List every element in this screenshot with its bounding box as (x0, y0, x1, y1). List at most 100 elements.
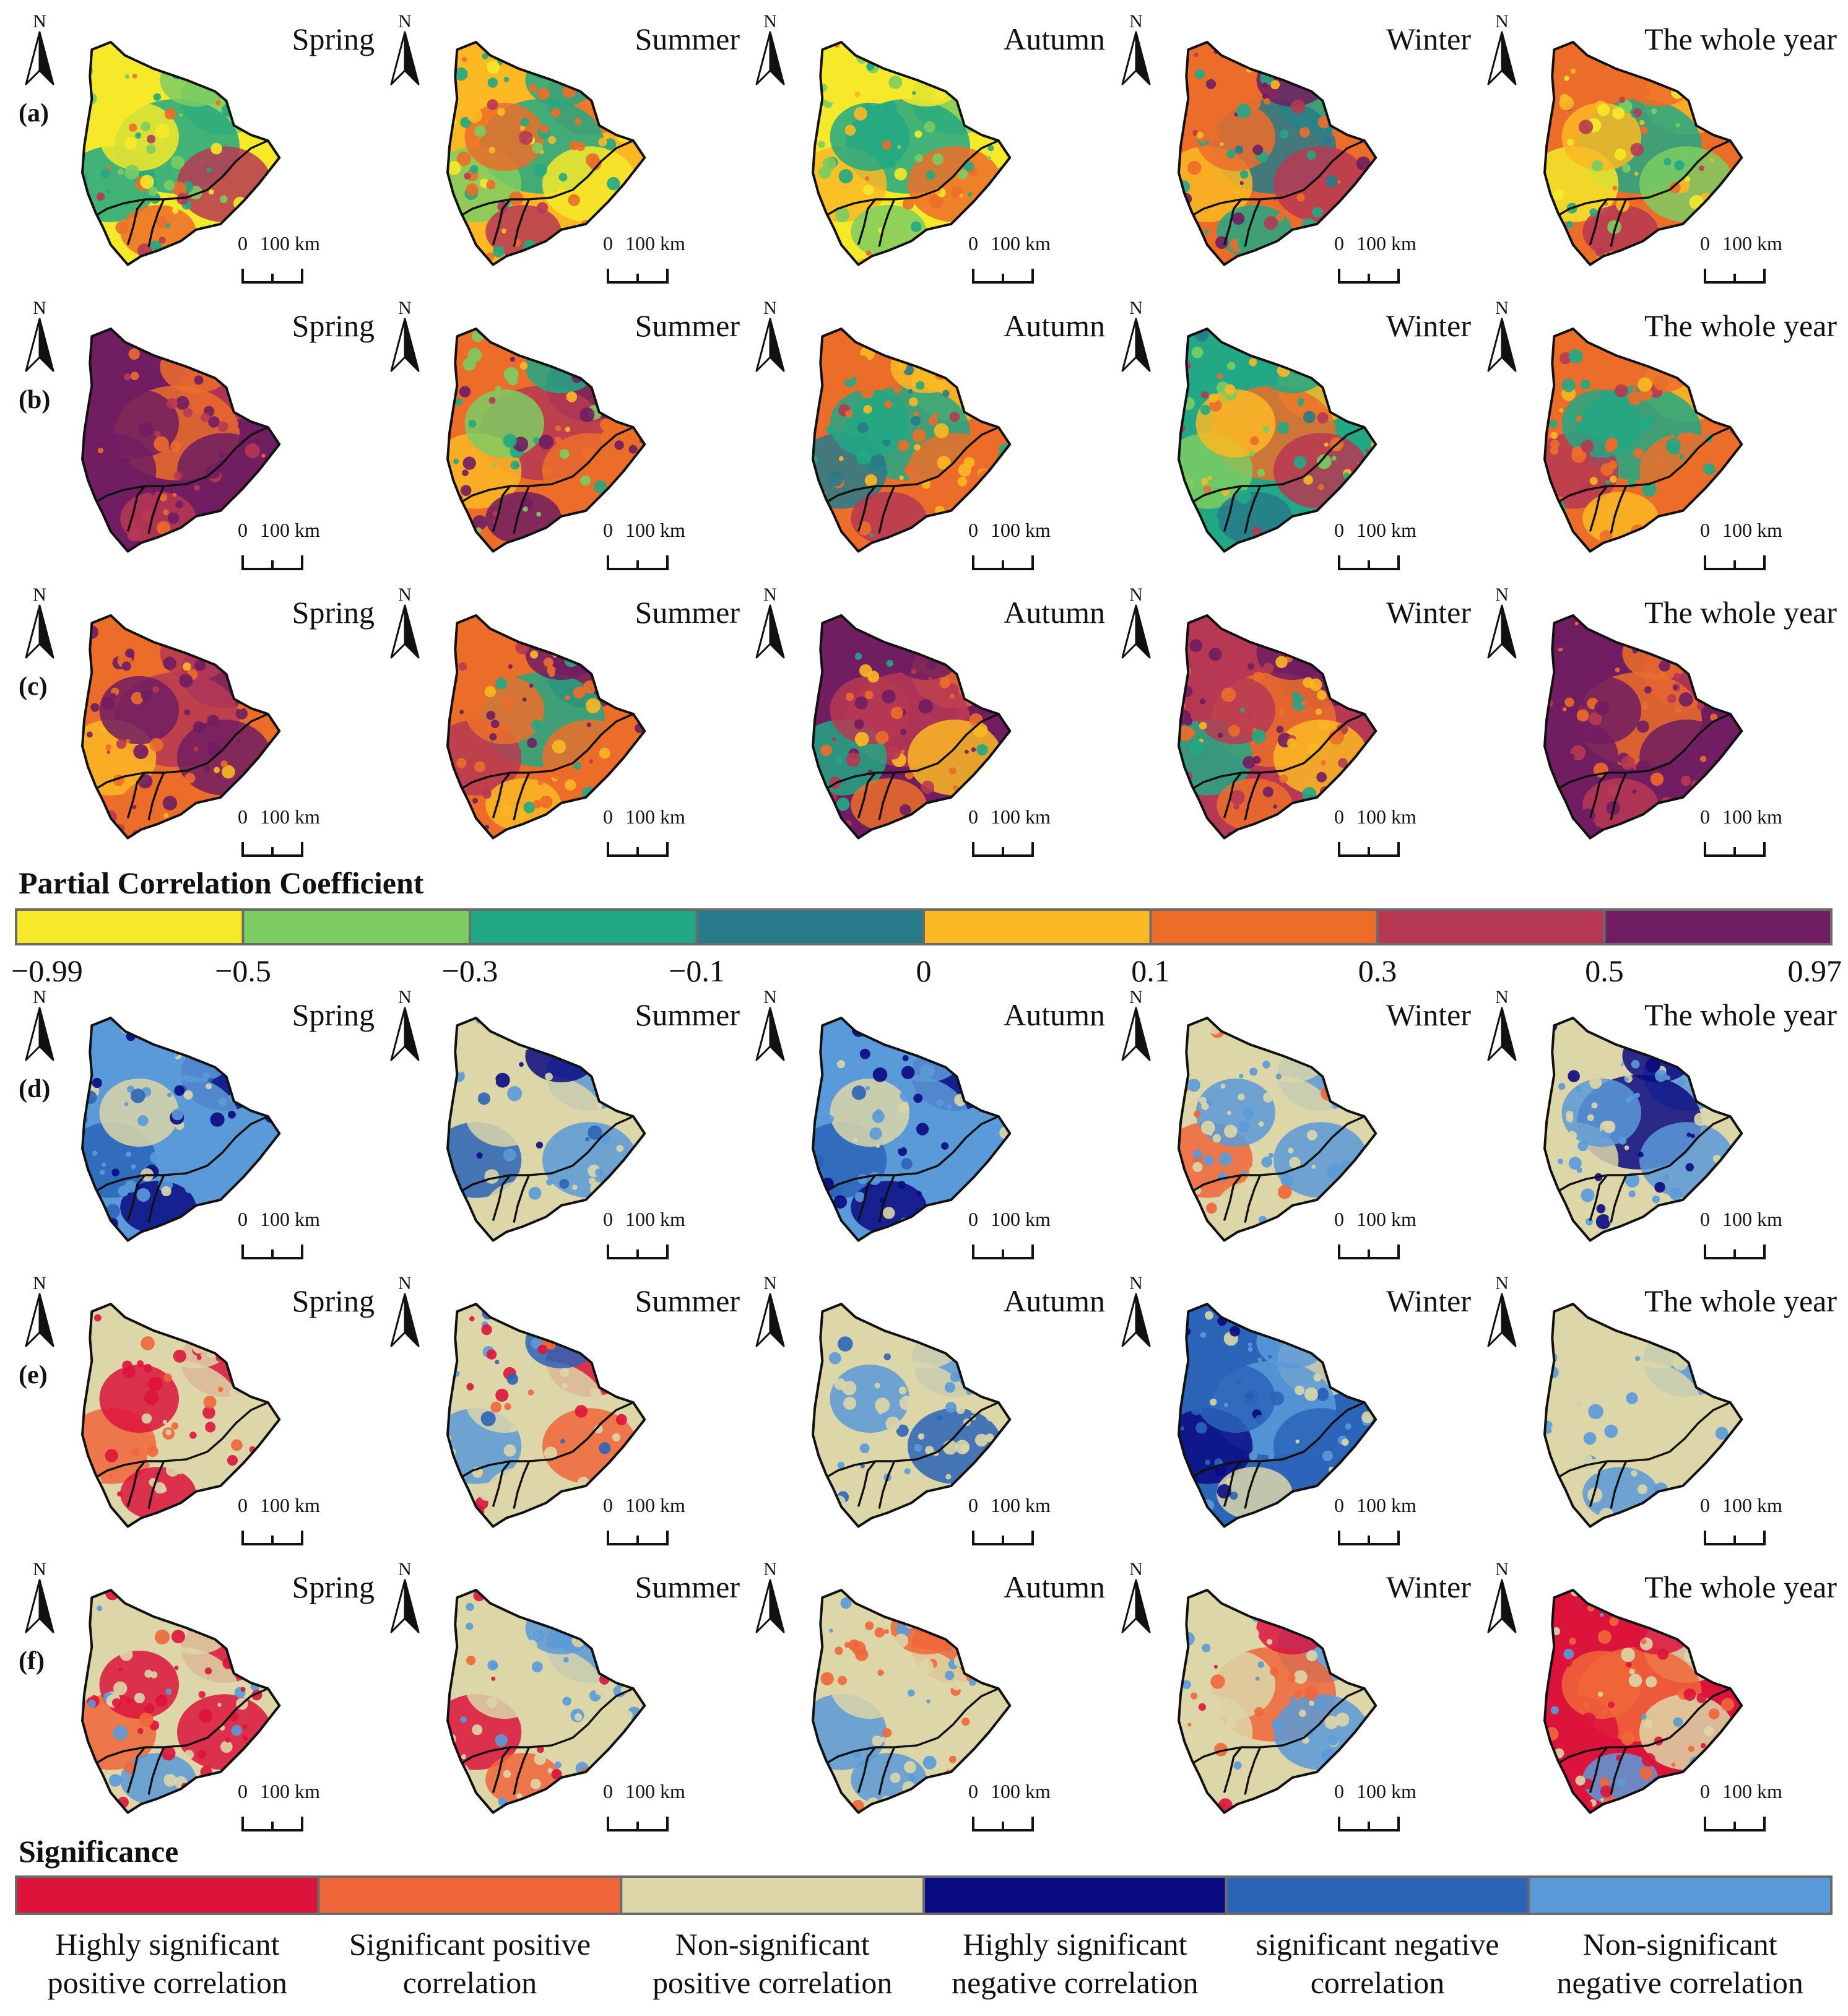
north-label: N (33, 11, 46, 32)
region-map (446, 1589, 646, 1814)
north-arrow-icon: N (755, 987, 785, 1061)
colorbar-segment (620, 1875, 925, 1915)
region-map (81, 41, 281, 266)
region-outline (1543, 1017, 1743, 1242)
season-title: Summer (635, 308, 740, 343)
region-map (446, 41, 646, 266)
province-boundary (827, 1174, 876, 1191)
scale-bar-length: 100 km (1722, 806, 1782, 828)
province-boundary (144, 1115, 269, 1176)
province-boundary (1244, 485, 1262, 534)
region-outline (812, 1589, 1012, 1814)
scale-bar-length: 100 km (260, 519, 320, 541)
scale-bar-zero: 0 (603, 232, 613, 254)
province-boundary (1223, 198, 1243, 245)
province-boundary (462, 771, 511, 789)
north-arrow-icon: N (1487, 298, 1517, 372)
map-data-patch (464, 1650, 545, 1719)
region-outline (1178, 614, 1377, 840)
legend-title-significance: Significance (19, 1834, 178, 1869)
map-panel: N Spring 0 100 km (25, 987, 375, 1259)
province-boundary (1559, 771, 1608, 789)
province-boundary (875, 426, 999, 487)
tick-label: −0.3 (442, 954, 498, 988)
province-boundary (1607, 426, 1731, 487)
scale-bar-length: 100 km (1356, 232, 1416, 254)
tick-label: 0.3 (1358, 954, 1397, 988)
significance-label: correlation (1311, 1965, 1445, 2000)
province-boundary (492, 1460, 511, 1507)
region-map (81, 1017, 281, 1242)
province-boundary (1610, 199, 1628, 247)
province-boundary (126, 1460, 146, 1507)
north-arrow-icon: N (755, 1559, 785, 1633)
region-outline (1178, 1589, 1377, 1814)
scale-bar-zero: 0 (238, 232, 248, 254)
map-panel: N Autumn 0 100 km (755, 11, 1105, 284)
region-map (1178, 328, 1377, 553)
tick-label: 0.5 (1585, 954, 1624, 988)
north-label: N (398, 11, 412, 32)
province-boundary (513, 772, 531, 820)
colorbar-segment (15, 908, 245, 945)
region-map (446, 328, 646, 553)
scale-bar: 0 100 km (238, 1208, 320, 1259)
map-panel: N Summer 0 100 km (390, 1273, 740, 1545)
province-boundary (857, 1746, 877, 1793)
season-title: Summer (635, 1570, 740, 1604)
province-boundary (1610, 1461, 1628, 1509)
map-data-patch (1195, 676, 1276, 745)
map-panel: N Winter 0 100 km (1121, 11, 1471, 284)
province-boundary (97, 1460, 145, 1477)
region-map (812, 614, 1012, 840)
season-title: Autumn (1004, 1284, 1105, 1318)
season-title: Spring (292, 1570, 375, 1604)
province-boundary (827, 198, 876, 215)
north-arrow-icon: N (1121, 584, 1151, 659)
province-boundary (513, 1175, 531, 1223)
map-data-patch (1256, 1029, 1329, 1083)
season-title: The whole year (1644, 1570, 1837, 1604)
partial-correlation-legend: Partial Correlation Coefficient −0.99 −0.… (11, 866, 1842, 988)
scale-bar-zero: 0 (1334, 1494, 1344, 1516)
province-boundary (1589, 485, 1608, 532)
map-data-patch (160, 1601, 232, 1655)
colorbar-segment (695, 908, 925, 945)
partial-correlation-tick-labels: −0.99 −0.5 −0.3 −0.1 0 0.1 0.3 0.5 0.97 (11, 954, 1842, 988)
scale-bar: 0 100 km (238, 1780, 320, 1831)
region-outline (81, 614, 281, 840)
region-outline (446, 1303, 646, 1528)
province-boundary (875, 713, 999, 774)
region-outline (1178, 41, 1377, 266)
province-boundary (875, 139, 999, 201)
season-title: Spring (292, 1284, 375, 1318)
province-boundary (510, 426, 634, 487)
season-title: Spring (292, 22, 375, 56)
row-label: (e) (19, 1361, 48, 1389)
map-panel: N Summer 0 100 km (390, 1559, 740, 1831)
province-boundary (1241, 1687, 1365, 1749)
north-arrow-icon: N (1121, 298, 1151, 372)
north-arrow-icon: N (1121, 1273, 1151, 1347)
region-outline (812, 1303, 1012, 1528)
row-label: (b) (19, 386, 50, 414)
province-boundary (1559, 1460, 1608, 1477)
province-boundary (126, 1746, 146, 1793)
province-boundary (1607, 1687, 1731, 1749)
province-boundary (1193, 1460, 1242, 1477)
tick-label: −0.5 (215, 954, 271, 988)
province-boundary (97, 1174, 145, 1191)
scale-bar: 0 100 km (968, 1494, 1051, 1545)
region-outline (81, 41, 281, 266)
region-map (1178, 1589, 1377, 1814)
province-boundary (1607, 1401, 1731, 1462)
scale-bar-zero: 0 (1700, 1780, 1710, 1802)
scale-bar: 0 100 km (603, 1780, 685, 1831)
province-boundary (1607, 139, 1731, 201)
row-label: (f) (19, 1647, 45, 1675)
map-data-patch (1561, 1364, 1642, 1433)
season-title: Winter (1386, 1570, 1471, 1604)
map-panel: N Spring 0 100 km (25, 298, 375, 570)
province-boundary (144, 139, 269, 201)
